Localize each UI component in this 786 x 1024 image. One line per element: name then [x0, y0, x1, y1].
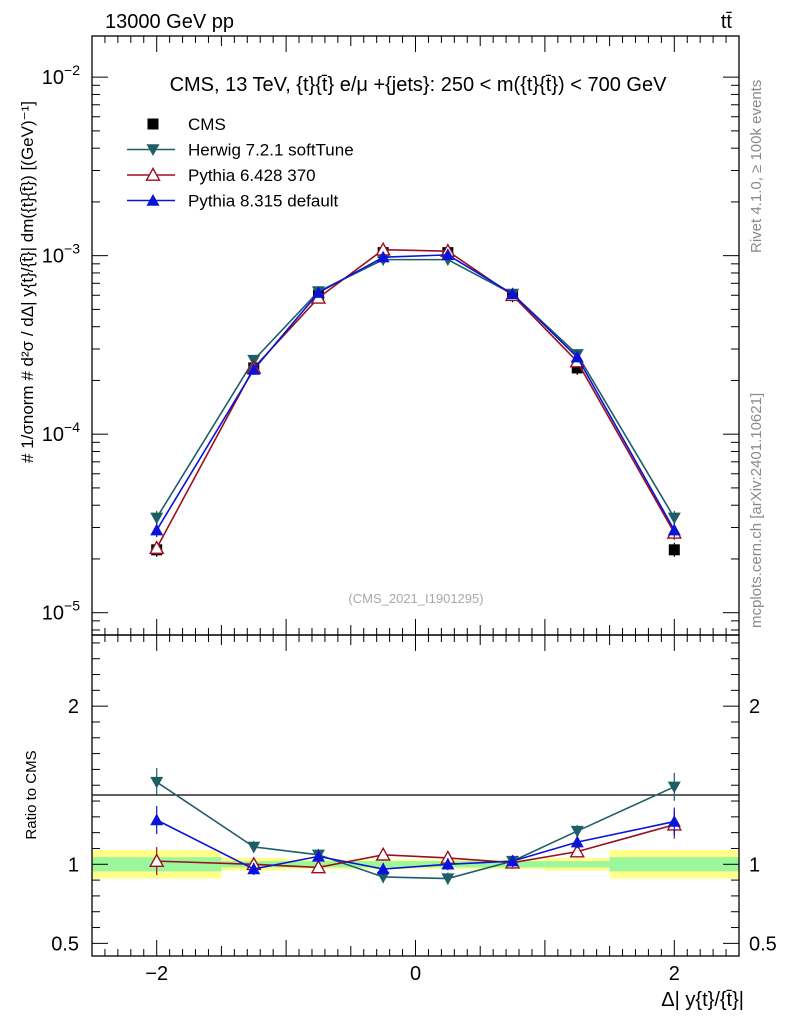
- ratio-point: [310, 859, 327, 874]
- series-line: [155, 248, 675, 549]
- legend-marker: [147, 118, 159, 130]
- ratio-point: [570, 835, 584, 848]
- data-point: [571, 362, 583, 374]
- series-line: [156, 258, 675, 519]
- legend-item: Herwig 7.2.1 softTune: [127, 141, 354, 160]
- energy-label: 13000 GeV pp: [105, 11, 234, 33]
- ratio-point: [150, 813, 164, 826]
- ratio-uncertainty-bands: [92, 850, 739, 879]
- ratio-point: [376, 871, 390, 884]
- ratio-y-tick-label: 2: [68, 696, 79, 718]
- ratio-point: [247, 862, 261, 875]
- ratio-point: [506, 854, 520, 867]
- data-point: [311, 286, 325, 298]
- ratio-y-tick-label-right: 1: [749, 854, 760, 876]
- main-panel: 10−2 10−3 10−4 10−5 CMS, 13 TeV, {t}{t̄} e/…: [18, 35, 740, 636]
- data-point: [247, 363, 261, 375]
- legend-label: CMS: [188, 115, 226, 134]
- main-y-axis-label: # 1/σnorm # d²σ / dΔ| y{t}/{t̄}| dm({t}{…: [18, 101, 37, 463]
- ratio-point: [570, 825, 584, 838]
- ratio-point: [441, 873, 455, 886]
- legend-label: Pythia 6.428 370: [188, 166, 316, 185]
- ratio-point: [247, 841, 261, 854]
- legend-marker: [146, 194, 160, 206]
- ratio-axis-ticks: 2 2 1 1 0.5 0.5 −2 0 2: [51, 635, 777, 985]
- ratio-point: [667, 781, 681, 794]
- mcplots-source-label: mcplots.cern.ch [arXiv:2401.10621]: [748, 393, 765, 628]
- ratio-point: [375, 846, 391, 861]
- series-line: [156, 254, 675, 531]
- uncertainty-band-green: [544, 861, 610, 868]
- legend-label: Herwig 7.2.1 softTune: [188, 141, 354, 160]
- ratio-point: [376, 862, 390, 875]
- ratio-y-axis-label: Ratio to CMS: [23, 750, 40, 839]
- x-tick-label: 2: [669, 963, 680, 985]
- legend-label: Pythia 8.315 default: [188, 192, 339, 211]
- data-point: [376, 250, 390, 263]
- series-pythia-8-315-default: [150, 248, 681, 538]
- ratio-series: [149, 768, 682, 886]
- ratio-panel: 2 2 1 1 0.5 0.5 −2 0 2 Ratio to CMS Δ| y{t}/{t̄}…: [23, 634, 777, 1011]
- ratio-point: [569, 843, 585, 858]
- ratio-point: [150, 776, 164, 789]
- chart-title: CMS, 13 TeV, {t}{t̄} e/μ +{jets}: 250 < …: [170, 74, 668, 96]
- main-y-tick-label: 10−3: [42, 241, 80, 268]
- analysis-watermark: (CMS_2021_I1901295): [348, 591, 483, 606]
- ratio-y-tick-label: 0.5: [51, 933, 79, 955]
- rivet-version-label: Rivet 4.1.0, ≥ 100k events: [748, 80, 765, 253]
- data-point: [149, 540, 165, 555]
- data-point: [668, 544, 680, 556]
- main-y-tick-label: 10−5: [42, 598, 80, 625]
- legend: CMS Herwig 7.2.1 softTune Pythia 6.428 370…: [127, 115, 354, 211]
- x-axis-label: Δ| y{t}/{t̄}|: [661, 989, 744, 1011]
- data-point: [150, 512, 164, 525]
- ratio-y-tick-label: 1: [68, 854, 79, 876]
- ratio-point: [667, 815, 681, 827]
- ratio-line: [156, 823, 675, 869]
- ratio-point: [441, 857, 455, 870]
- legend-marker: [146, 144, 160, 156]
- legend-item: CMS: [147, 115, 226, 134]
- data-point: [150, 523, 164, 536]
- data-point: [667, 512, 681, 525]
- series-herwig-7-2-1-softtune: [150, 254, 681, 525]
- ratio-line: [156, 781, 675, 880]
- ratio-y-tick-label-right: 2: [749, 696, 760, 718]
- legend-marker: [145, 167, 161, 181]
- ratio-series-pythia-8-315-default: [150, 806, 681, 876]
- data-point: [570, 350, 584, 363]
- ratio-point: [311, 849, 325, 862]
- main-y-tick-label: 10−2: [42, 62, 80, 89]
- x-tick-label: 0: [410, 963, 421, 985]
- data-point: [506, 287, 520, 300]
- x-tick-label: −2: [145, 963, 168, 985]
- main-series: [149, 241, 682, 557]
- main-axis-ticks: 10−2 10−3 10−4 10−5: [42, 36, 740, 635]
- main-y-tick-label: 10−4: [42, 419, 80, 446]
- uncertainty-band-green: [609, 857, 739, 872]
- legend-item: Pythia 6.428 370: [127, 166, 316, 185]
- data-point: [441, 248, 455, 261]
- data-point: [667, 523, 681, 536]
- process-label: tt̄: [721, 11, 733, 33]
- ratio-y-tick-label-right: 0.5: [749, 933, 777, 955]
- legend-item: Pythia 8.315 default: [127, 192, 339, 211]
- ratio-point: [149, 853, 165, 868]
- ratio-line: [156, 819, 675, 870]
